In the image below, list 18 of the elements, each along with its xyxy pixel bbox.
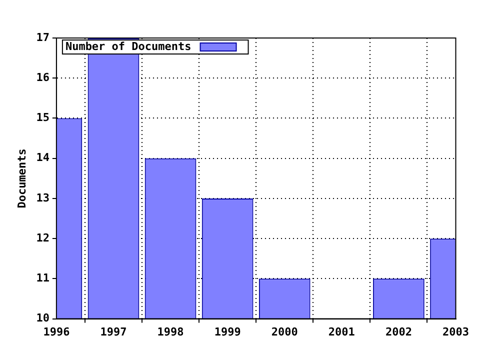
y-tick-label: 10 [36,312,50,325]
y-tick-label: 17 [36,30,50,44]
y-axis-title: Documents [15,148,28,208]
x-tick-label: 2000 [271,325,298,338]
y-tick-label: 12 [36,231,50,244]
x-tick-label: 2002 [385,325,412,338]
y-tick-label: 11 [36,272,50,285]
x-tick-label: 1998 [157,325,184,338]
y-tick-label: 14 [36,151,50,164]
y-tick-label: 13 [36,191,50,204]
y-tick-label: 16 [36,70,50,84]
x-tick-label: 1997 [100,325,127,338]
legend-label: Number of Documents [65,40,192,53]
x-tick-label: 1999 [214,325,241,338]
y-tick-label: 15 [36,111,50,124]
x-tick-label: 2003 [442,325,470,338]
x-tick-label: 1996 [43,325,70,338]
x-tick-label: 2001 [328,325,356,338]
